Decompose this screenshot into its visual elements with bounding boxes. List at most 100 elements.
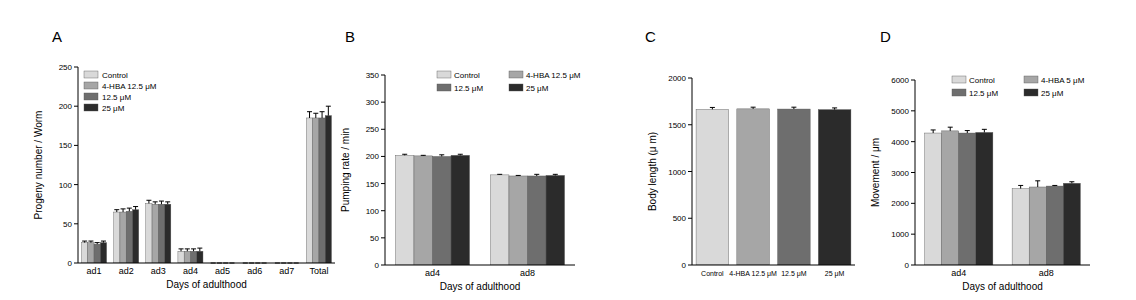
x-axis: [78, 263, 335, 264]
background: [0, 0, 1136, 300]
legend-swatch: [84, 82, 98, 89]
error-bar: [313, 113, 318, 118]
y-tick: [911, 141, 915, 142]
y-tick-label: 300: [366, 98, 380, 107]
bar: [737, 109, 770, 265]
error-bars: [402, 154, 558, 176]
legend-label: Control: [102, 71, 128, 80]
legend-label: 12.5 μM: [102, 93, 131, 102]
bar: [1046, 186, 1063, 265]
y-tick: [911, 80, 915, 81]
y-tick-label: 1000: [668, 168, 686, 177]
legend-swatch: [84, 93, 98, 100]
y-tick-label: 2000: [891, 199, 909, 208]
y-tick-label: 100: [59, 181, 73, 190]
bars: [696, 109, 851, 265]
legend-label: Control: [969, 76, 995, 85]
bar: [942, 131, 959, 265]
bar: [306, 118, 312, 263]
y-tick: [381, 183, 385, 184]
bar: [313, 118, 319, 263]
bar: [165, 204, 171, 263]
y-axis-label: Pumping rate / min: [340, 128, 351, 212]
bar: [433, 156, 452, 265]
bar: [414, 156, 433, 265]
y-axis-label: Movement / μm: [870, 138, 881, 207]
bar: [509, 176, 528, 265]
x-tick-label: 25 μM: [825, 270, 845, 278]
y-tick: [74, 263, 78, 264]
bars: [82, 116, 332, 263]
panel: D0100020003000400050006000Movement / μma…: [870, 28, 1090, 292]
error-bars: [931, 127, 1075, 188]
bar: [451, 155, 470, 265]
bar: [959, 133, 976, 265]
error-bar: [1052, 185, 1057, 187]
bar: [152, 204, 158, 263]
legend-swatch: [84, 104, 98, 111]
error-bar: [710, 107, 715, 109]
bar: [976, 132, 993, 265]
x-tick-label: 4-HBA 12.5 μM: [729, 270, 777, 278]
error-bar: [88, 241, 93, 243]
legend-swatch: [84, 71, 98, 78]
figure: A050100150200250Progeny number / Wormad1…: [0, 0, 1136, 300]
bar: [528, 176, 547, 265]
bar: [395, 155, 414, 265]
bar: [82, 243, 88, 263]
y-tick: [381, 237, 385, 238]
error-bar: [179, 249, 184, 251]
x-tick-label: ad5: [215, 266, 230, 276]
y-tick-label: 1500: [668, 121, 686, 130]
y-tick: [381, 265, 385, 266]
x-axis-label: Days of adulthood: [440, 281, 521, 292]
bar: [546, 175, 565, 265]
legend-swatch: [509, 84, 523, 91]
bar: [178, 251, 184, 263]
y-tick-label: 3000: [891, 169, 909, 178]
y-tick-label: 6000: [891, 76, 909, 85]
error-bar: [197, 248, 202, 251]
y-tick: [911, 203, 915, 204]
error-bar: [307, 112, 312, 118]
bar: [925, 133, 942, 265]
bar: [1063, 183, 1080, 265]
error-bar: [832, 108, 837, 110]
bar: [100, 243, 106, 263]
x-axis: [385, 265, 575, 266]
y-axis: [915, 80, 916, 265]
panel: C0500100015002000Body length (μ m)Contro…: [645, 28, 855, 278]
panel-label: B: [345, 28, 355, 45]
y-tick-label: 1000: [891, 230, 909, 239]
bar: [778, 109, 811, 265]
error-bar: [185, 249, 190, 251]
bar: [114, 212, 120, 263]
x-axis-label: Days of adulthood: [962, 281, 1043, 292]
error-bar: [159, 201, 164, 204]
error-bar: [1018, 185, 1023, 188]
y-tick-label: 0: [375, 261, 380, 270]
x-axis-label: Days of adulthood: [166, 279, 247, 290]
error-bar: [402, 154, 407, 155]
y-axis: [692, 78, 693, 265]
y-axis-label: Body length (μ m): [647, 132, 658, 211]
panel-label: C: [645, 28, 656, 45]
bar: [818, 110, 851, 265]
y-tick: [688, 265, 692, 266]
error-bar: [751, 107, 756, 109]
x-tick-label: ad3: [151, 266, 166, 276]
legend-swatch: [1024, 76, 1038, 83]
y-tick-label: 250: [366, 125, 380, 134]
legend-swatch: [952, 76, 966, 83]
bar: [126, 211, 132, 263]
y-tick: [911, 110, 915, 111]
y-tick-label: 5000: [891, 107, 909, 116]
error-bar: [948, 127, 953, 131]
error-bar: [965, 131, 970, 133]
y-tick: [381, 75, 385, 76]
error-bar: [497, 174, 502, 176]
legend-label: 4-HBA 5 μM: [1041, 76, 1085, 85]
panel-label: D: [880, 28, 891, 45]
error-bar: [101, 241, 106, 243]
y-tick: [74, 145, 78, 146]
